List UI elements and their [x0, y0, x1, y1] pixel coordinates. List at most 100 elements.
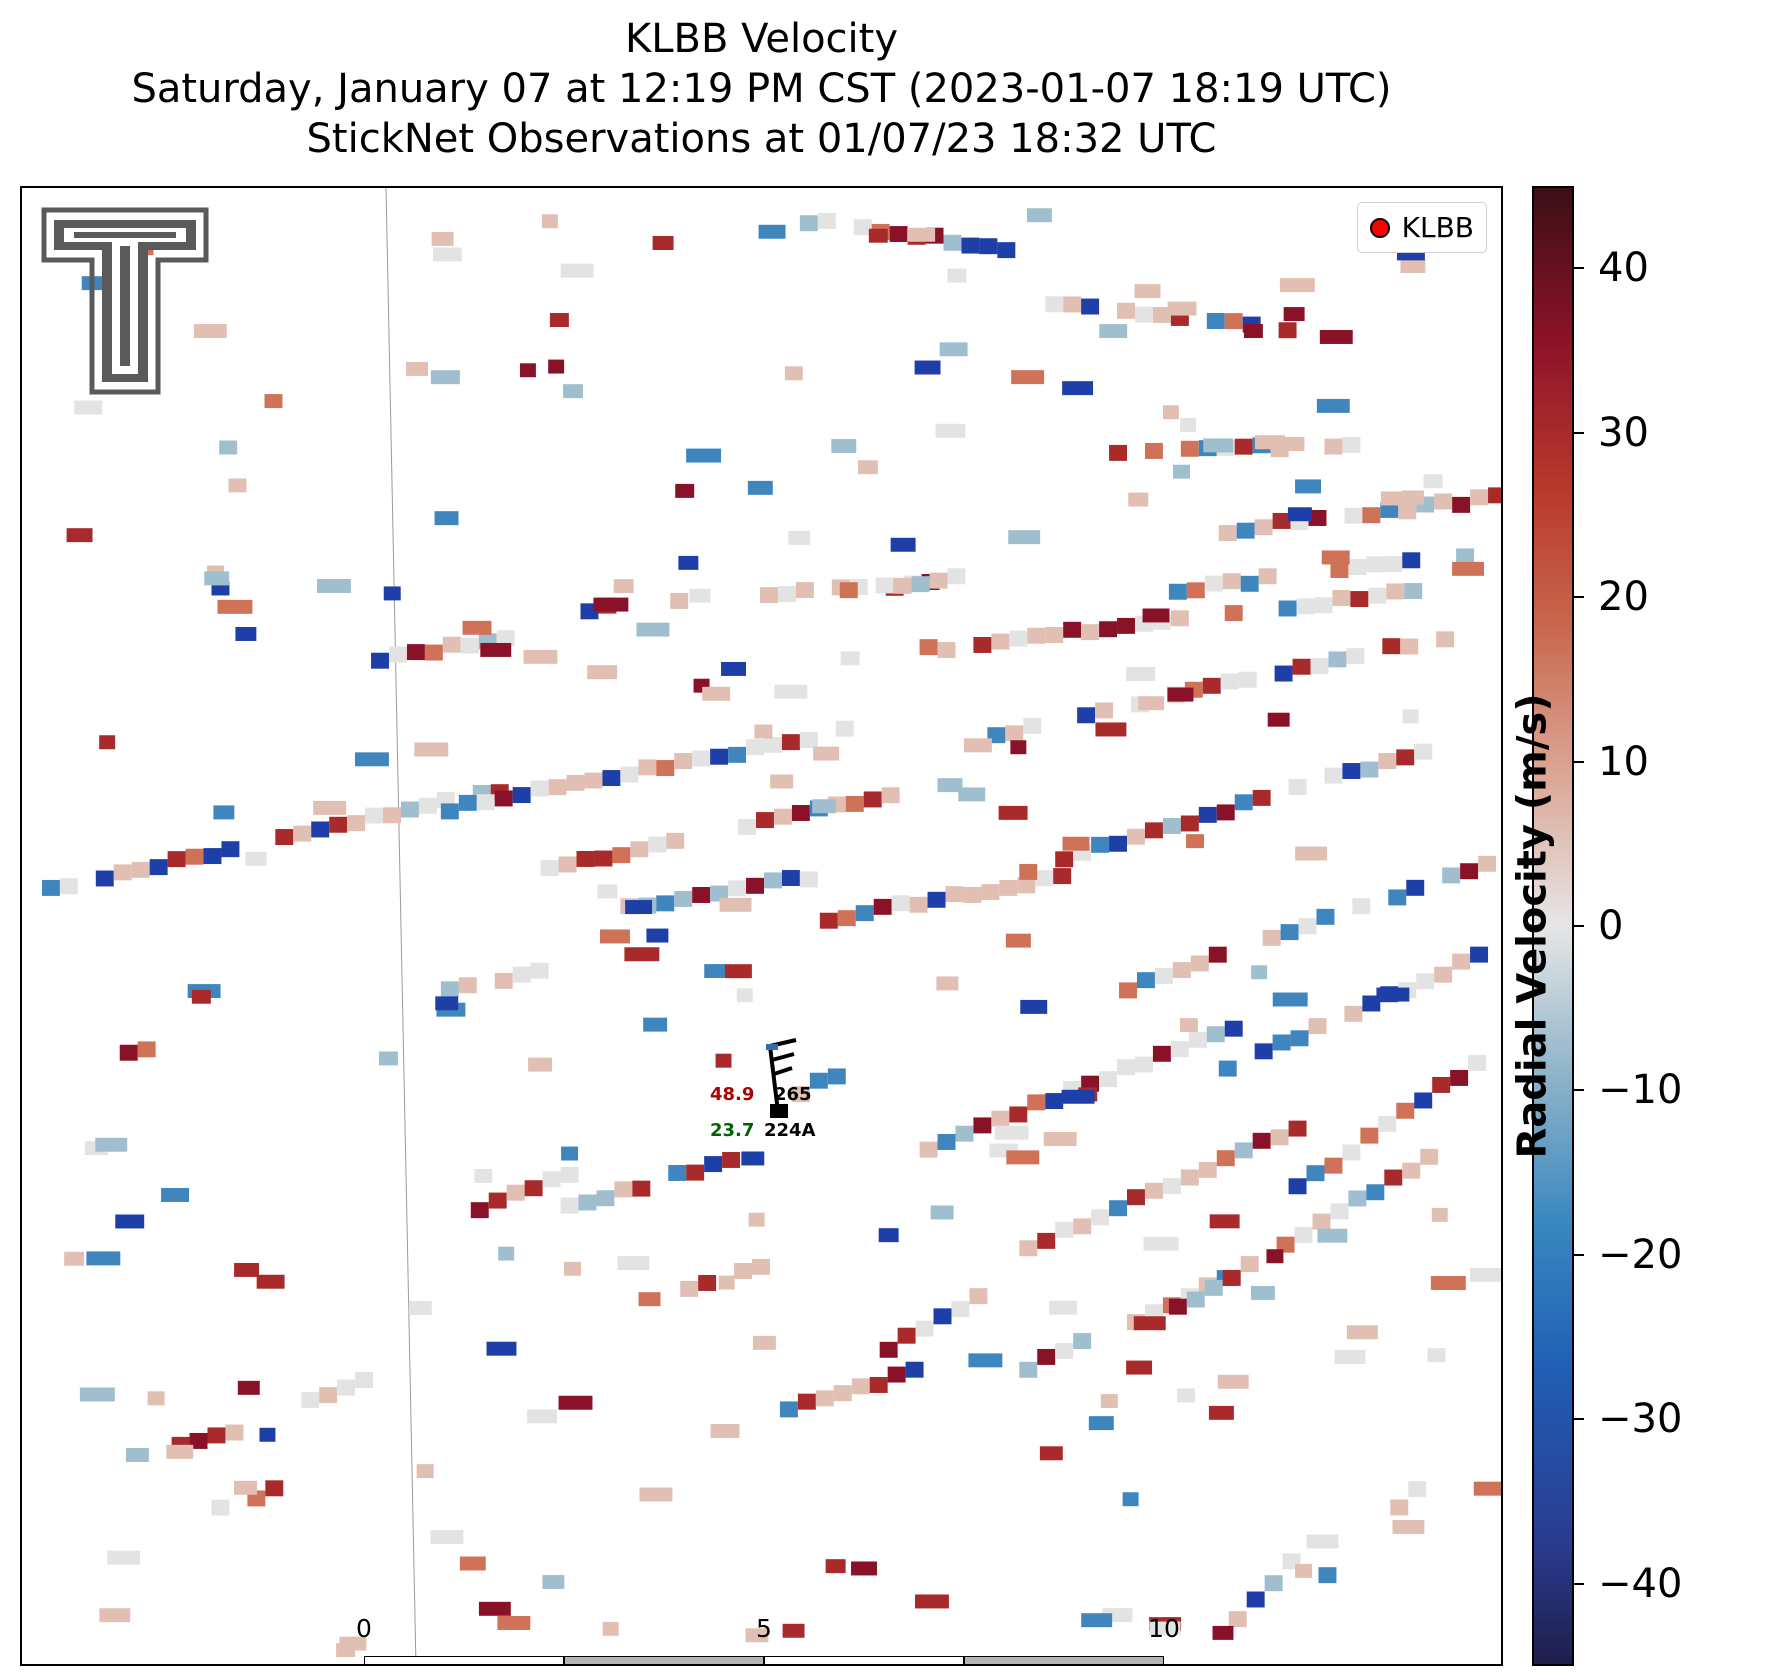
colorbar-tick-label: 30: [1598, 409, 1649, 456]
colorbar-tick-label: 20: [1598, 574, 1649, 621]
scale-bar: 0 5 10 km: [356, 1614, 1180, 1664]
velocity-cell: [125, 1447, 149, 1462]
velocity-cell: [625, 900, 653, 915]
colorbar-tick-mark: [1574, 1089, 1584, 1092]
velocity-cell: [746, 739, 764, 756]
velocity-cell: [702, 686, 731, 701]
velocity-cell: [1143, 1236, 1179, 1251]
scale-segment-3: [764, 1656, 964, 1664]
velocity-cell: [1026, 208, 1052, 223]
velocity-cell: [1222, 573, 1241, 590]
velocity-cell: [494, 790, 513, 807]
velocity-cell: [1250, 1285, 1275, 1300]
scale-tick-10: 10: [1148, 1614, 1180, 1643]
velocity-cell: [1346, 648, 1365, 665]
velocity-cell: [639, 1487, 673, 1502]
velocity-cell: [1262, 929, 1281, 946]
velocity-cell: [1100, 1394, 1118, 1409]
velocity-cell: [1316, 908, 1335, 925]
velocity-cell: [1295, 846, 1328, 861]
velocity-cell: [530, 780, 549, 797]
velocity-cell: [1027, 627, 1046, 644]
velocity-cell: [1234, 1142, 1253, 1159]
velocity-cell: [1427, 1348, 1446, 1363]
velocity-cell: [59, 878, 78, 895]
velocity-cell: [763, 872, 782, 889]
velocity-cell: [675, 483, 695, 498]
velocity-cell: [530, 962, 549, 979]
velocity-cell: [1344, 1005, 1363, 1022]
velocity-cell: [851, 1378, 870, 1395]
velocity-cell: [1402, 709, 1419, 724]
velocity-cell: [434, 511, 459, 526]
velocity-cell: [648, 836, 667, 853]
velocity-cell: [1134, 1056, 1153, 1073]
velocity-cell: [1478, 855, 1497, 872]
velocity-cell: [440, 981, 459, 998]
velocity-cell: [781, 870, 800, 886]
velocity-cell: [1005, 933, 1031, 948]
velocity-cell: [791, 805, 810, 821]
velocity-cell: [406, 361, 428, 376]
velocity-cell: [612, 847, 631, 864]
velocity-cell: [1144, 442, 1163, 459]
radar-map[interactable]: KLBB 48.9 265 23.7 224A 0 5 10 km: [20, 186, 1503, 1666]
velocity-cell: [1376, 987, 1410, 1002]
scale-segment-1: [364, 1656, 564, 1664]
velocity-cell: [542, 1171, 561, 1188]
velocity-cell: [1360, 761, 1379, 778]
velocity-cell: [1348, 1190, 1367, 1207]
velocity-cell: [795, 582, 814, 599]
velocity-cell: [1037, 1232, 1056, 1249]
velocity-cell: [337, 1379, 356, 1396]
velocity-cell: [1149, 1621, 1181, 1636]
velocity-cell: [831, 438, 857, 453]
velocity-cell: [478, 1601, 511, 1616]
velocity-cell: [878, 1228, 899, 1243]
velocity-cell: [1402, 552, 1421, 569]
velocity-cell: [460, 637, 479, 654]
velocity-cell: [891, 895, 910, 912]
velocity-cell: [1396, 1102, 1415, 1119]
velocity-cell: [549, 313, 569, 328]
velocity-cell: [1366, 556, 1385, 573]
velocity-cell: [748, 1212, 765, 1227]
velocity-cell: [191, 989, 211, 1004]
velocity-cell: [540, 860, 559, 877]
velocity-cell: [1095, 722, 1127, 737]
velocity-cell: [79, 1387, 115, 1402]
velocity-cell: [1081, 624, 1100, 641]
velocity-cell: [689, 588, 711, 603]
velocity-cell: [185, 848, 204, 865]
velocity-cell: [1378, 1115, 1397, 1132]
velocity-cell: [1005, 725, 1024, 742]
velocity-cell: [1252, 1132, 1271, 1149]
velocity-cell: [524, 1180, 543, 1197]
velocity-cell: [905, 1361, 924, 1378]
velocity-cell: [313, 800, 347, 815]
velocity-cell: [680, 1280, 699, 1297]
velocity-cell: [265, 1480, 284, 1497]
velocity-cell: [686, 448, 722, 463]
velocity-cell: [1099, 621, 1118, 638]
velocity-cell: [819, 912, 838, 929]
velocity-cell: [1270, 1129, 1289, 1146]
velocity-cell: [494, 972, 513, 989]
velocity-cell: [930, 1205, 954, 1220]
velocity-cell: [1272, 1034, 1291, 1051]
velocity-cell: [897, 1327, 916, 1344]
velocity-cell: [264, 394, 283, 409]
velocity-cell: [845, 795, 864, 812]
velocity-cell: [1236, 522, 1255, 539]
velocity-cell: [1204, 1279, 1223, 1296]
velocity-cell: [497, 1616, 531, 1630]
velocity-cell: [919, 639, 938, 656]
velocity-cell: [1346, 1325, 1378, 1340]
velocity-cell: [1348, 559, 1367, 576]
velocity-cell: [1154, 967, 1173, 984]
velocity-cell: [1006, 1150, 1040, 1165]
velocity-cell: [937, 642, 956, 658]
velocity-cell: [875, 577, 894, 594]
velocity-cell: [221, 841, 240, 858]
velocity-cell: [686, 1164, 705, 1181]
